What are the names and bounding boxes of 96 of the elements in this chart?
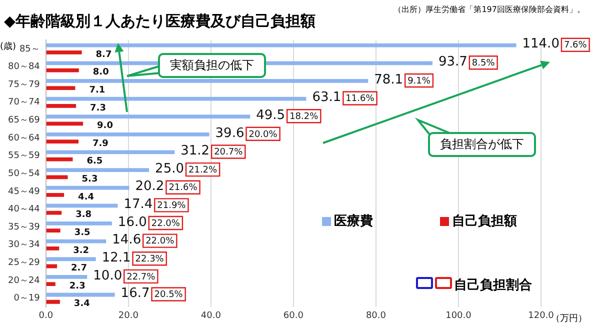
bar — [46, 222, 112, 226]
annotation: 実額負担の低下 — [158, 53, 266, 78]
annotation: 21.9% — [157, 201, 186, 212]
annotation: 20.0% — [248, 130, 278, 140]
data-label: 2.7 — [71, 264, 87, 274]
y-tick-label: 70～74 — [8, 98, 40, 108]
bar — [46, 282, 56, 286]
data-label: 10.0 — [93, 268, 122, 284]
y-tick-label: 50～54 — [8, 168, 40, 179]
y-tick-label: 55～59 — [8, 151, 40, 162]
data-label: 3.5 — [74, 228, 90, 238]
x-tick-label: 60.0 — [283, 310, 304, 321]
bar — [46, 228, 60, 233]
bar — [46, 204, 118, 208]
annotation: 18.2% — [290, 112, 319, 122]
bar — [46, 50, 82, 54]
data-label: 16.0 — [118, 214, 147, 230]
bar — [46, 140, 78, 144]
bar — [46, 175, 68, 180]
bar — [46, 79, 368, 83]
chart-title: ◆年齢階級別１人あたり医療費及び自己負担額 — [4, 12, 316, 31]
bar — [46, 86, 76, 90]
y-tick-label: 65～69 — [8, 116, 40, 126]
y-tick-label: 45～49 — [8, 186, 40, 197]
data-label: 3.4 — [74, 299, 90, 310]
y-tick-label: 60～64 — [8, 133, 40, 144]
data-label: 5.3 — [82, 174, 98, 185]
data-label: 78.1 — [374, 72, 404, 88]
y-tick-label: 40～44 — [8, 204, 40, 215]
x-tick-label: 40.0 — [200, 310, 222, 321]
y-axis-title: (歳) — [0, 40, 16, 53]
annotation: 22.7% — [126, 272, 156, 282]
data-label: 49.5 — [256, 108, 286, 123]
data-label: 93.7 — [438, 54, 468, 70]
data-label: 8.0 — [92, 68, 109, 78]
annotation: 9.1% — [408, 76, 431, 86]
data-label: 16.7 — [120, 286, 150, 302]
annotation: 22.0% — [151, 218, 180, 229]
annotation: 20.7% — [214, 148, 244, 158]
bar — [46, 274, 88, 279]
annotation: 11.6% — [346, 94, 375, 104]
bar — [46, 104, 76, 108]
annotation: 自己負担割合 — [454, 276, 532, 294]
data-label: 12.1 — [102, 250, 131, 266]
bar — [46, 300, 60, 304]
x-tick-label: 0.0 — [38, 310, 54, 321]
data-label: 114.0 — [522, 36, 560, 52]
y-tick-label: 20～24 — [8, 276, 40, 286]
y-tick-label: 80～84 — [8, 62, 40, 72]
data-label: 7.9 — [92, 138, 108, 149]
data-label: 25.0 — [155, 161, 184, 176]
data-label: 8.7 — [96, 50, 112, 60]
bar — [46, 168, 150, 172]
y-tick-label: 75～79 — [8, 80, 40, 90]
y-tick-label: 35～39 — [8, 222, 40, 232]
annotation: 20.5% — [154, 290, 184, 300]
data-label: 20.2 — [135, 179, 164, 194]
annotation: 8.5% — [472, 58, 496, 68]
annotation: 21.2% — [188, 165, 218, 176]
data-label: 9.0 — [97, 121, 113, 132]
bar — [46, 132, 210, 136]
y-tick-label: 0～19 — [14, 294, 40, 304]
annotation: 22.3% — [135, 254, 164, 264]
y-tick-label: 30～34 — [8, 240, 40, 250]
data-label: 3.8 — [76, 210, 92, 220]
x-tick-label: 80.0 — [366, 310, 386, 321]
data-label: 31.2 — [180, 144, 210, 159]
annotation: 21.6% — [168, 183, 198, 194]
data-label: 7.1 — [89, 85, 106, 96]
data-label: 4.4 — [78, 192, 94, 202]
data-label: 39.6 — [215, 126, 244, 141]
x-tick-label: 100.0 — [446, 310, 472, 321]
bar — [46, 157, 73, 162]
text: （出所）厚生労働省「第197回医療保険部会資料」。 — [394, 4, 585, 15]
data-label: 14.6 — [112, 232, 142, 248]
bar — [46, 114, 250, 119]
bar — [46, 186, 130, 190]
annotation: 負担割合が低下 — [428, 132, 536, 157]
bar — [46, 239, 106, 244]
legend-label: 医療費 — [334, 212, 373, 230]
legend-label: 自己負担額 — [452, 212, 517, 230]
data-label: 17.4 — [124, 197, 153, 212]
y-tick-label: 85～ — [19, 44, 40, 54]
y-tick-label: 25～29 — [8, 258, 40, 268]
data-label: 63.1 — [312, 90, 342, 106]
data-label: 2.3 — [69, 281, 86, 292]
bar — [46, 246, 60, 250]
bar — [46, 193, 64, 197]
x-tick-label: 120.0 — [528, 310, 554, 321]
data-label: 3.2 — [73, 246, 90, 256]
bar — [46, 257, 96, 262]
data-label: 6.5 — [86, 156, 103, 167]
text: 7.6% — [564, 40, 588, 51]
data-label: 7.3 — [90, 103, 106, 114]
annotation: 22.0% — [146, 236, 175, 247]
x-tick-label: 20.0 — [118, 310, 139, 321]
